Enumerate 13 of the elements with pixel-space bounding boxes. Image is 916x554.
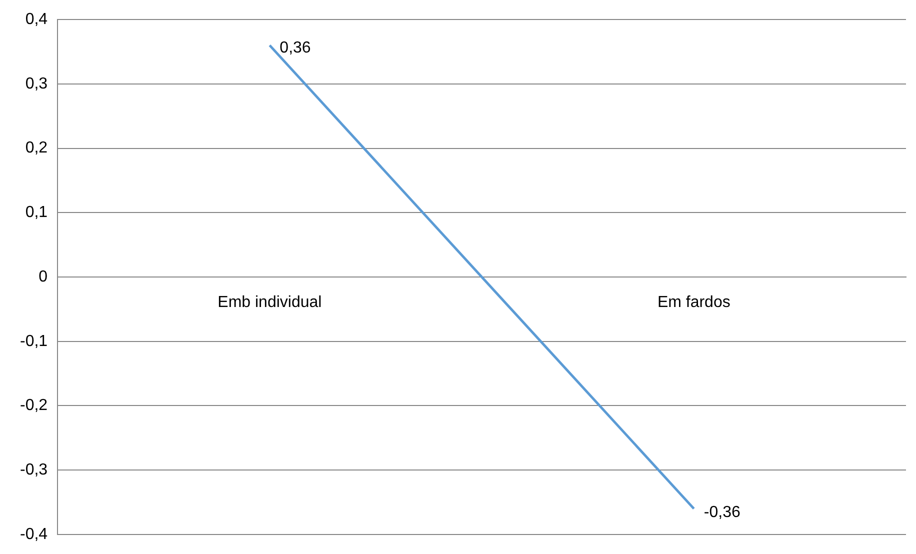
y-tick-label: 0,3 [25,75,48,92]
y-tick-label: 0 [38,268,48,286]
data-label: -0,36 [704,504,740,522]
y-tick-label: -0,1 [20,332,48,350]
y-tick-label: -0,4 [20,526,48,543]
y-tick-label: 0,4 [25,11,48,28]
y-tick-label: 0,2 [25,140,48,157]
y-tick-label: -0,2 [20,397,48,414]
x-tick-label: Emb individual [218,294,322,312]
data-label: 0,36 [280,40,311,57]
y-tick-label: -0,3 [20,461,48,478]
x-tick-label: Em fardos [657,294,730,312]
y-tick-label: 0,1 [25,204,48,222]
